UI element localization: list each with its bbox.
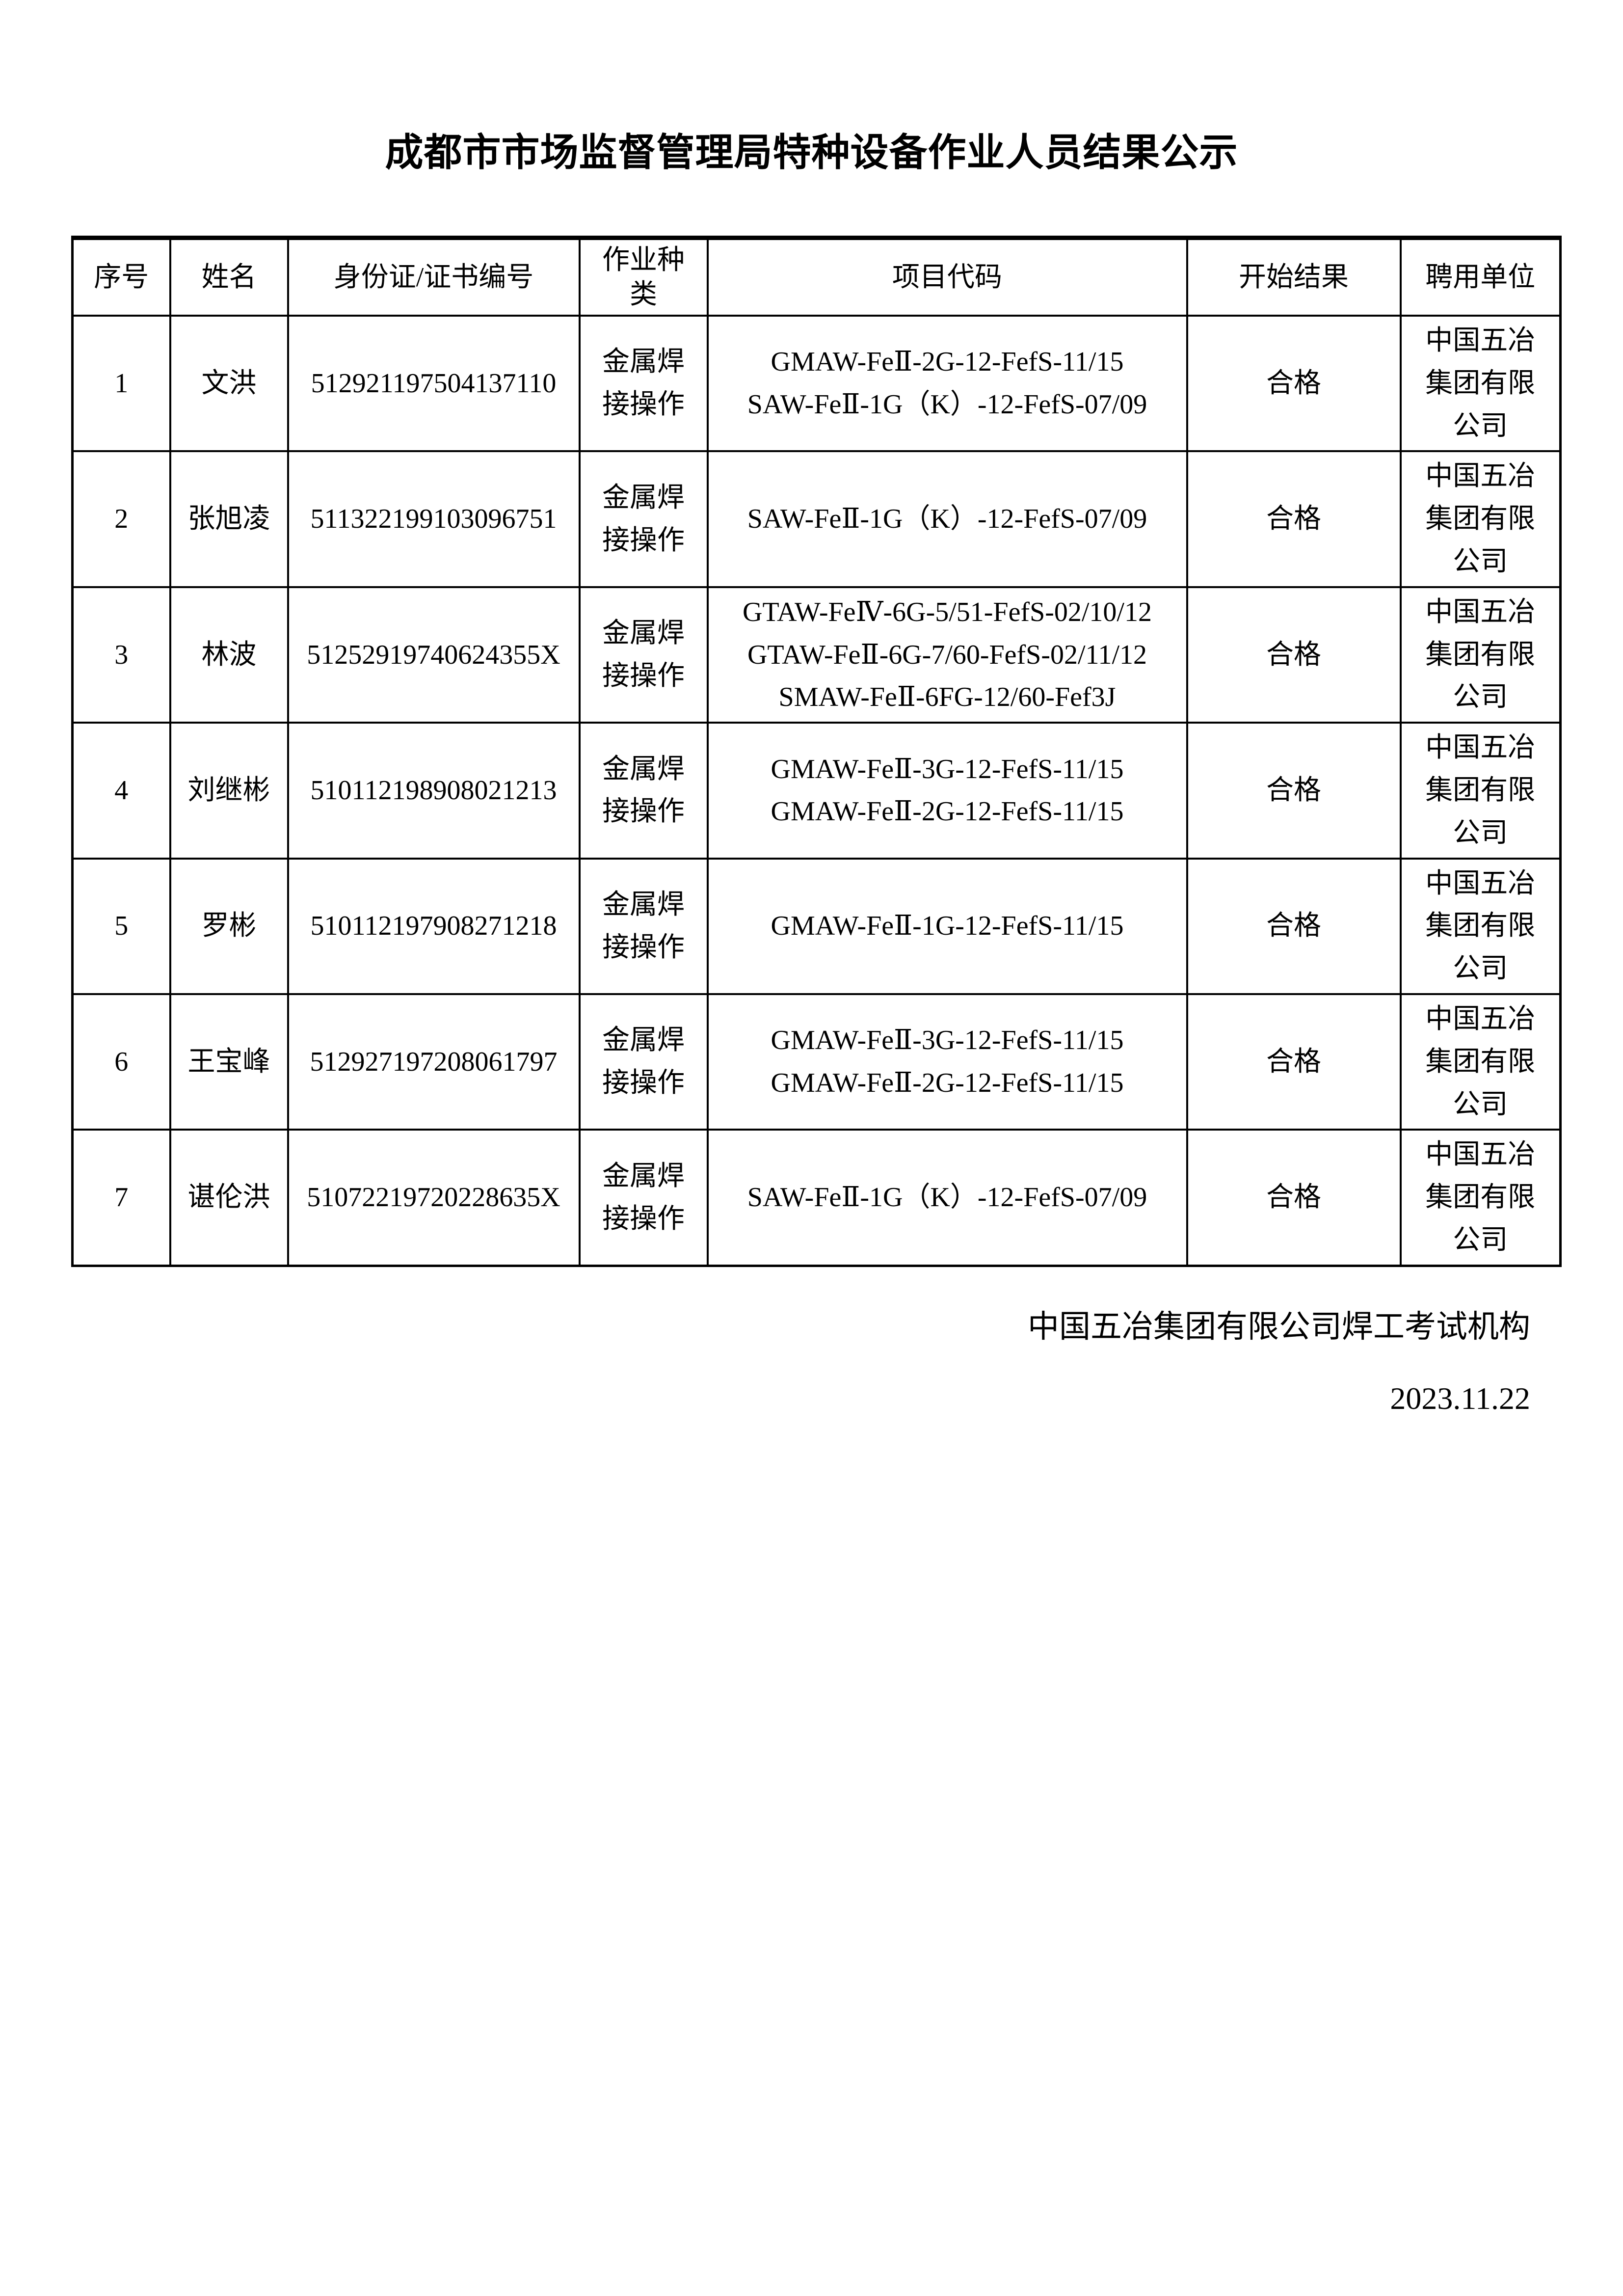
cell-result: 合格 [1186,586,1402,724]
cell-result: 合格 [1186,1129,1402,1267]
cell-employer: 中国五冶 集团有限 公司 [1399,857,1562,995]
footer: 中国五冶集团有限公司焊工考试机构 2023.11.22 [1028,1291,1530,1434]
table-row: 2 张旭凌 511322199103096751 金属焊 接操作 SAW-FeⅡ… [71,450,1562,588]
cell-result: 合格 [1186,857,1402,995]
cell-employer: 中国五冶 集团有限 公司 [1399,586,1562,724]
cell-employer: 中国五冶 集团有限 公司 [1399,722,1562,860]
cell-name: 罗彬 [169,857,289,995]
cell-seq: 1 [71,314,171,453]
header-row: 序号 姓名 身份证/证书编号 作业种 类 项目代码 开始结果 聘用单位 [71,237,1562,317]
header-name: 姓名 [169,237,289,317]
cell-project-codes: GTAW-FeⅣ-6G-5/51-FefS-02/10/12 GTAW-FeⅡ-… [706,586,1188,724]
page-title: 成都市市场监督管理局特种设备作业人员结果公示 [385,131,1238,174]
table-row: 1 文洪 512921197504137110 金属焊 接操作 GMAW-FeⅡ… [71,314,1562,453]
cell-employer: 中国五冶 集团有限 公司 [1399,1129,1562,1267]
cell-seq: 5 [71,857,171,995]
table-row: 5 罗彬 510112197908271218 金属焊 接操作 GMAW-FeⅡ… [71,857,1562,995]
cell-cert-no: 51252919740624355X [287,586,581,724]
cell-employer: 中国五冶 集团有限 公司 [1399,314,1562,453]
header-project-code: 项目代码 [706,237,1188,317]
table-row: 6 王宝峰 512927197208061797 金属焊 接操作 GMAW-Fe… [71,993,1562,1131]
cell-cert-no: 512927197208061797 [287,993,581,1131]
cell-seq: 4 [71,722,171,860]
footer-org: 中国五冶集团有限公司焊工考试机构 [1028,1309,1530,1344]
cell-project-codes: GMAW-FeⅡ-2G-12-FefS-11/15 SAW-FeⅡ-1G（K）-… [706,314,1188,453]
cell-result: 合格 [1186,450,1402,588]
cell-job-type: 金属焊 接操作 [578,857,709,995]
cell-result: 合格 [1186,314,1402,453]
cell-project-codes: GMAW-FeⅡ-1G-12-FefS-11/15 [706,857,1188,995]
cell-seq: 6 [71,993,171,1131]
table-header: 序号 姓名 身份证/证书编号 作业种 类 项目代码 开始结果 聘用单位 [71,237,1562,317]
cell-project-codes: SAW-FeⅡ-1G（K）-12-FefS-07/09 [706,1129,1188,1267]
header-result: 开始结果 [1186,237,1402,317]
cell-project-codes: GMAW-FeⅡ-3G-12-FefS-11/15 GMAW-FeⅡ-2G-12… [706,993,1188,1131]
header-job-type: 作业种 类 [578,237,709,317]
cell-project-codes: SAW-FeⅡ-1G（K）-12-FefS-07/09 [706,450,1188,588]
cell-cert-no: 511322199103096751 [287,450,581,588]
cell-employer: 中国五冶 集团有限 公司 [1399,450,1562,588]
cell-cert-no: 512921197504137110 [287,314,581,453]
cell-job-type: 金属焊 接操作 [578,1129,709,1267]
header-seq: 序号 [71,237,171,317]
cell-name: 谌伦洪 [169,1129,289,1267]
table-body: 1 文洪 512921197504137110 金属焊 接操作 GMAW-FeⅡ… [71,314,1562,1267]
cell-name: 刘继彬 [169,722,289,860]
cell-name: 林波 [169,586,289,724]
cell-job-type: 金属焊 接操作 [578,586,709,724]
cell-job-type: 金属焊 接操作 [578,993,709,1131]
table-row: 7 谌伦洪 51072219720228635X 金属焊 接操作 SAW-FeⅡ… [71,1129,1562,1267]
header-cert-no: 身份证/证书编号 [287,237,581,317]
cell-result: 合格 [1186,722,1402,860]
cell-job-type: 金属焊 接操作 [578,314,709,453]
cell-job-type: 金属焊 接操作 [578,450,709,588]
results-table: 序号 姓名 身份证/证书编号 作业种 类 项目代码 开始结果 聘用单位 1 文洪… [71,236,1562,1267]
cell-seq: 3 [71,586,171,724]
table-row: 4 刘继彬 510112198908021213 金属焊 接操作 GMAW-Fe… [71,722,1562,860]
cell-cert-no: 510112198908021213 [287,722,581,860]
footer-date: 2023.11.22 [1390,1381,1530,1416]
cell-name: 张旭凌 [169,450,289,588]
cell-employer: 中国五冶 集团有限 公司 [1399,993,1562,1131]
cell-cert-no: 51072219720228635X [287,1129,581,1267]
cell-seq: 2 [71,450,171,588]
cell-cert-no: 510112197908271218 [287,857,581,995]
cell-job-type: 金属焊 接操作 [578,722,709,860]
table-row: 3 林波 51252919740624355X 金属焊 接操作 GTAW-FeⅣ… [71,586,1562,724]
cell-name: 文洪 [169,314,289,453]
cell-seq: 7 [71,1129,171,1267]
header-employer: 聘用单位 [1399,237,1562,317]
cell-name: 王宝峰 [169,993,289,1131]
cell-project-codes: GMAW-FeⅡ-3G-12-FefS-11/15 GMAW-FeⅡ-2G-12… [706,722,1188,860]
cell-result: 合格 [1186,993,1402,1131]
